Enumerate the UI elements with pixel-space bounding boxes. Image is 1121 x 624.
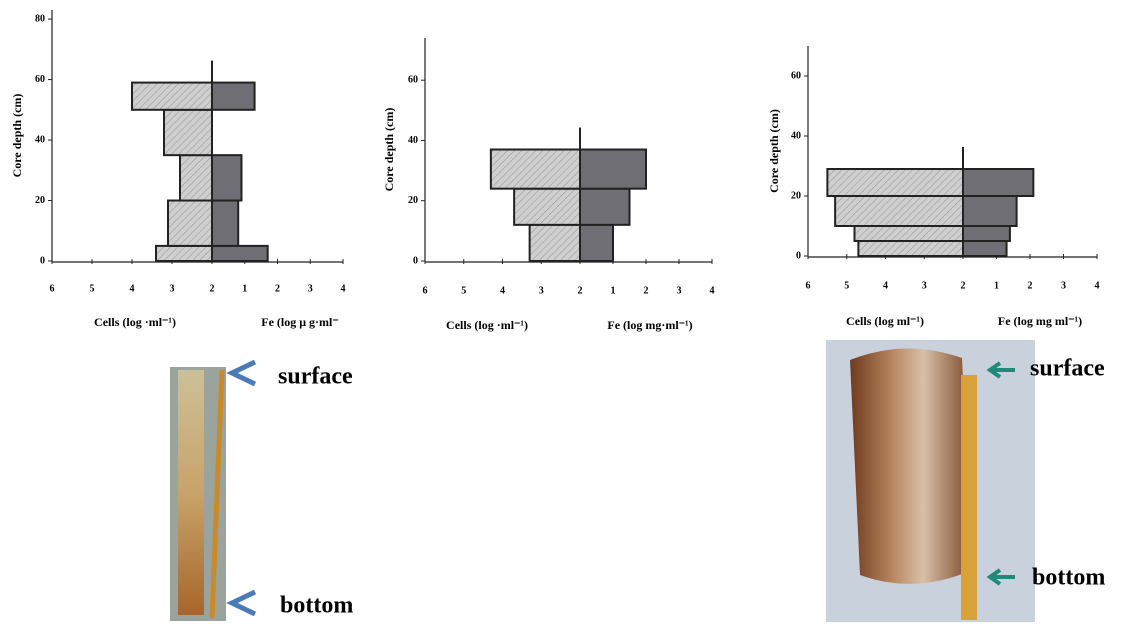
y-tick-label: 0 — [413, 255, 418, 266]
arrow — [986, 361, 1015, 379]
cells-bar — [131, 81, 213, 111]
x-tick-label: 2 — [578, 285, 583, 296]
fe-bar — [211, 81, 256, 111]
x-tick-label: 4 — [130, 283, 135, 294]
x-tick-label: 4 — [500, 285, 505, 296]
cells-bar — [853, 225, 964, 242]
chart: 0 20 40 60 80 2 3 4 5 6 1 2 3 4 Core depth (cm) Cells (… — [10, 10, 346, 329]
x-tick-label: 1 — [611, 285, 616, 296]
y-tick-label: 20 — [35, 195, 45, 206]
y-axis-title: Core depth (cm) — [10, 94, 24, 178]
core-sample — [178, 370, 204, 615]
photo-1: surface bottom — [170, 359, 353, 621]
y-tick-label: 40 — [35, 134, 45, 145]
y-tick-label: 40 — [791, 130, 801, 141]
y-tick-label: 40 — [408, 135, 418, 146]
photo-label: bottom — [280, 593, 353, 619]
fe-bar — [211, 154, 243, 202]
x-tick-label: 3 — [539, 285, 544, 296]
cells-bar — [834, 195, 964, 227]
x-tick-label: 5 — [844, 280, 849, 291]
cells-bar — [155, 244, 213, 262]
fe-bar — [579, 148, 647, 190]
x-tick-label: 3 — [1061, 280, 1066, 291]
fe-bar — [962, 168, 1035, 197]
cells-bar — [179, 154, 213, 202]
x-axis-title: Fe (log μ g·ml⁻ — [261, 315, 338, 329]
chart: 0 20 40 60 2 3 4 5 6 1 2 3 4 Core depth (cm) Cells (lo… — [382, 38, 715, 332]
x-tick-label: 1 — [242, 283, 247, 294]
x-tick-label: 2 — [644, 285, 649, 296]
x-tick-label: 3 — [922, 280, 927, 291]
photo-label: bottom — [1032, 565, 1105, 591]
y-tick-label: 20 — [791, 190, 801, 201]
fe-bar — [579, 187, 631, 226]
arrow — [226, 359, 257, 387]
cells-bar — [826, 168, 964, 197]
cells-bar — [513, 187, 581, 226]
x-axis-title: Fe (log mg ml⁻¹) — [998, 314, 1082, 328]
y-axis-title: Core depth (cm) — [382, 108, 396, 192]
x-tick-label: 3 — [170, 283, 175, 294]
x-axis-title: Cells (log ·ml⁻¹) — [446, 318, 528, 332]
chart: 0 20 40 60 2 3 4 5 6 1 2 3 4 Core depth (cm) Cells (lo… — [767, 46, 1100, 328]
fe-bar — [962, 240, 1008, 257]
cells-bar — [857, 240, 964, 257]
photo-label: surface — [1030, 356, 1105, 382]
ruler — [961, 375, 977, 620]
y-tick-label: 60 — [35, 74, 45, 85]
arrow — [986, 568, 1015, 586]
x-tick-label: 6 — [806, 280, 811, 291]
x-tick-label: 5 — [90, 283, 95, 294]
photo-label: surface — [278, 364, 353, 390]
x-tick-label: 4 — [1095, 280, 1100, 291]
x-tick-label: 4 — [883, 280, 888, 291]
x-tick-label: 2 — [275, 283, 280, 294]
y-tick-label: 80 — [35, 13, 45, 24]
x-axis-title: Cells (log ·ml⁻¹) — [94, 315, 176, 329]
x-tick-label: 4 — [341, 283, 346, 294]
fe-bar — [211, 199, 240, 247]
x-tick-label: 1 — [994, 280, 999, 291]
core-sample — [850, 348, 972, 584]
y-tick-label: 20 — [408, 195, 418, 206]
x-tick-label: 4 — [710, 285, 715, 296]
y-tick-label: 60 — [791, 70, 801, 81]
x-tick-label: 3 — [308, 283, 313, 294]
fe-bar — [962, 195, 1018, 227]
y-axis-title: Core depth (cm) — [767, 109, 781, 193]
x-axis-title: Fe (log mg·ml⁻¹) — [607, 318, 692, 332]
x-tick-label: 6 — [50, 283, 55, 294]
y-tick-label: 0 — [796, 250, 801, 261]
fe-bar — [579, 223, 614, 263]
x-tick-label: 3 — [677, 285, 682, 296]
x-axis-title: Cells (log ml⁻¹) — [846, 314, 924, 328]
x-tick-label: 2 — [1028, 280, 1033, 291]
y-tick-label: 60 — [408, 74, 418, 85]
cells-bar — [489, 148, 581, 190]
photo-2: surface bottom — [826, 340, 1105, 622]
ruler — [209, 369, 225, 619]
arrow — [226, 589, 257, 617]
y-tick-label: 0 — [40, 255, 45, 266]
cells-bar — [163, 108, 213, 157]
x-tick-label: 2 — [961, 280, 966, 291]
cells-bar — [167, 199, 213, 247]
cells-bar — [528, 223, 581, 263]
fe-bar — [962, 225, 1011, 242]
x-tick-label: 6 — [423, 285, 428, 296]
x-tick-label: 2 — [210, 283, 215, 294]
fe-bar — [211, 244, 269, 262]
x-tick-label: 5 — [461, 285, 466, 296]
